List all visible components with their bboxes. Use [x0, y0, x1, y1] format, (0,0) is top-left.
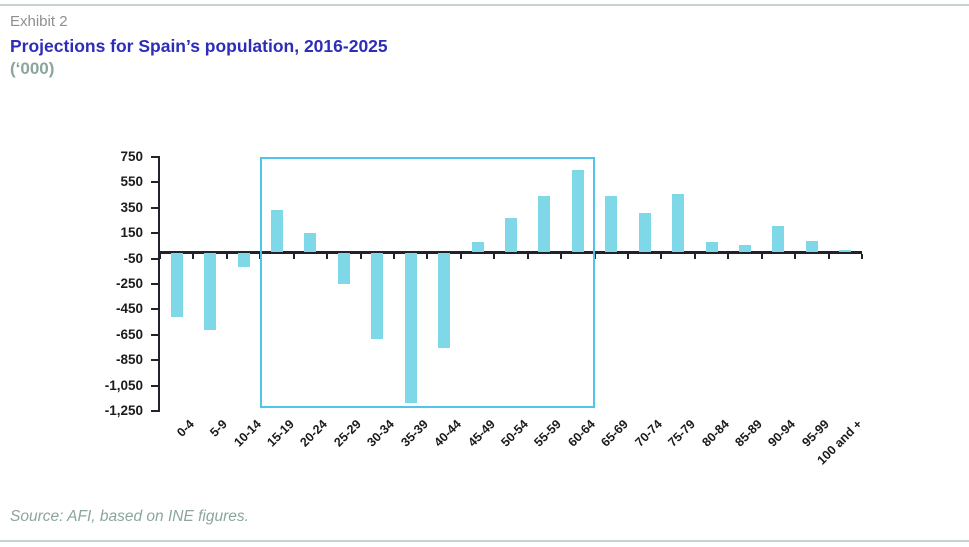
y-axis-tick-label: -450: [115, 301, 143, 317]
bar-65-69: [605, 196, 618, 253]
bar-90-94: [772, 225, 785, 253]
highlight-box: [260, 157, 595, 408]
x-axis-tick: [593, 254, 596, 260]
x-axis-label: 25-29: [331, 417, 364, 450]
bottom-divider: [0, 540, 969, 542]
y-axis-tick-label: 550: [120, 174, 143, 190]
x-axis-tick: [727, 254, 730, 260]
y-axis-tick-label: -1,250: [104, 403, 143, 418]
bar-60-64: [571, 169, 584, 253]
x-axis-label: 70-74: [632, 417, 665, 450]
x-axis-tick: [794, 254, 797, 260]
x-axis-tick: [861, 254, 863, 260]
bar-15-19: [271, 209, 283, 253]
bar-55-59: [538, 196, 551, 253]
y-axis-tick: [151, 181, 159, 184]
y-axis-tick: [151, 410, 159, 412]
bar-35-39: [404, 253, 417, 404]
y-axis-tick: [151, 384, 159, 387]
y-axis-tick: [151, 156, 159, 158]
x-axis-label: 50-54: [498, 417, 531, 450]
x-axis-tick: [493, 254, 496, 260]
y-axis-tick: [151, 308, 159, 311]
y-axis-tick: [151, 333, 159, 336]
y-axis-tick: [151, 359, 159, 362]
y-axis-tick: [151, 232, 159, 235]
x-axis-label: 90-94: [765, 417, 799, 450]
x-axis-label: 65-69: [598, 417, 632, 450]
y-axis-tick-label: 750: [120, 149, 143, 164]
x-axis-label: 0-4: [173, 417, 197, 440]
x-axis-tick: [526, 254, 529, 260]
x-axis-label: 75-79: [665, 417, 699, 450]
y-axis-tick-label: -50: [123, 250, 143, 266]
bar-40-44: [438, 253, 451, 348]
x-axis-tick: [627, 254, 629, 260]
y-axis-tick-label: -1,050: [104, 377, 143, 393]
x-axis-label: 55-59: [531, 417, 565, 450]
source-note: Source: AFI, based on INE figures.: [10, 508, 249, 525]
x-axis-tick: [693, 254, 696, 260]
chart-title: Projections for Spain’s population, 2016…: [10, 36, 388, 56]
x-axis-label: 30-34: [364, 417, 398, 450]
x-axis-tick: [359, 254, 362, 260]
x-axis-tick: [159, 254, 161, 260]
y-axis-tick-label: -650: [115, 326, 143, 342]
x-axis-tick: [426, 254, 429, 260]
units-label: (‘000): [10, 59, 55, 78]
x-axis-label: 85-89: [732, 417, 765, 450]
y-axis-tick-label: 350: [120, 199, 143, 215]
y-axis-tick: [151, 283, 159, 285]
x-axis-tick: [660, 254, 663, 260]
y-axis-tick: [151, 206, 159, 209]
x-axis-tick: [192, 254, 195, 260]
x-axis-label: 80-84: [698, 417, 732, 450]
x-axis-tick: [292, 254, 295, 260]
zero-axis-line: [158, 251, 862, 255]
x-axis-label: 20-24: [297, 417, 331, 450]
bar-85-89: [739, 244, 751, 253]
bar-45-49: [471, 242, 484, 253]
x-axis-label: 60-64: [565, 417, 598, 450]
x-axis-label: 15-19: [264, 417, 297, 450]
bar-5-9: [204, 253, 217, 330]
bar-20-24: [304, 233, 317, 253]
bar-50-54: [505, 217, 517, 253]
y-axis-line: [158, 156, 160, 412]
top-divider: [0, 4, 969, 6]
bar-10-14: [237, 253, 250, 268]
bar-0-4: [170, 253, 183, 318]
x-axis-label: 10-14: [230, 417, 264, 450]
x-axis-label: 45-49: [464, 417, 498, 450]
x-axis-label: 40-44: [431, 417, 465, 450]
x-axis-tick: [827, 254, 830, 260]
x-axis-tick: [459, 254, 462, 260]
y-axis-tick: [151, 257, 159, 260]
bar-95-99: [805, 240, 818, 253]
bar-70-74: [638, 212, 651, 253]
y-axis-tick-label: -250: [115, 276, 143, 291]
bar-75-79: [672, 194, 685, 253]
bar-25-29: [337, 253, 350, 284]
x-axis-label: 35-39: [398, 417, 431, 450]
x-axis-tick: [326, 254, 329, 260]
x-axis-tick: [560, 254, 563, 260]
bar-80-84: [705, 242, 718, 253]
x-axis-tick: [760, 254, 763, 260]
bar-100 and +: [839, 249, 852, 253]
x-axis-tick: [225, 254, 228, 260]
x-axis-label: 5-9: [207, 417, 231, 440]
y-axis-tick-label: -850: [115, 352, 143, 368]
y-axis-tick-label: 150: [120, 225, 143, 241]
x-axis-tick: [393, 254, 395, 260]
bar-30-34: [371, 253, 384, 339]
exhibit-label: Exhibit 2: [10, 13, 68, 30]
